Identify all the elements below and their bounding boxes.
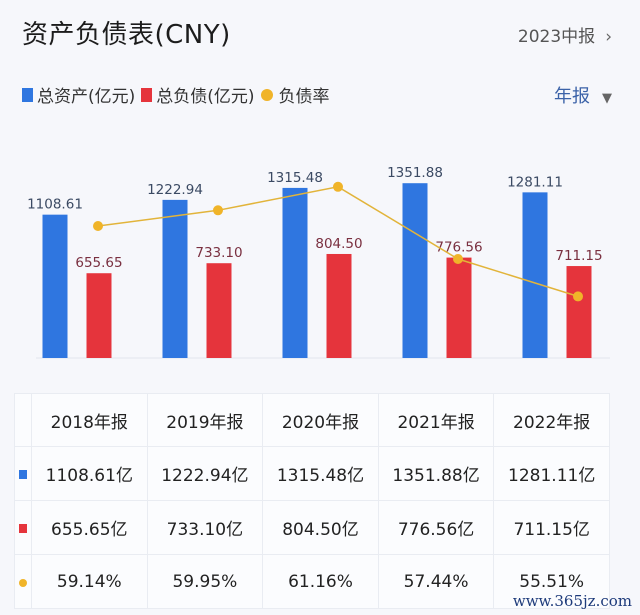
data-label: 1315.48	[267, 170, 323, 186]
data-label: 776.56	[435, 240, 482, 256]
period-select[interactable]: 年报 ▼	[554, 82, 612, 108]
table-cell: 61.16%	[262, 554, 379, 609]
chart-legend: 总资产(亿元) 总负债(亿元) 负债率	[22, 82, 336, 107]
legend-item-debt-ratio: 负债率	[260, 82, 330, 107]
table-header: 2022年报	[493, 393, 610, 447]
red-square-icon	[19, 523, 27, 533]
table-cell: 733.10亿	[146, 500, 264, 555]
table-cell: 1281.11亿	[493, 446, 610, 501]
blue-square-icon	[19, 469, 27, 479]
data-label: 1222.94	[147, 182, 203, 198]
row-marker	[14, 446, 32, 501]
period-select-value: 年报	[554, 86, 590, 107]
table-cell: 55.51%	[493, 554, 610, 609]
table-cell: 1351.88亿	[377, 446, 495, 501]
debt-ratio-point	[573, 291, 583, 302]
data-label: 655.65	[75, 255, 122, 271]
table-row-total-liabilities: 655.65亿 733.10亿 804.50亿 776.56亿 711.15亿	[14, 500, 610, 555]
row-marker	[14, 500, 32, 555]
page-title: 资产负债表(CNY)	[22, 20, 231, 50]
table-cell: 711.15亿	[493, 500, 610, 555]
period-link-label: 2023中报	[517, 27, 596, 47]
bar-total-liabilities	[86, 273, 112, 358]
legend-label: 总负债(亿元)	[156, 87, 255, 107]
balance-sheet-chart: 1108.61 1222.94 1315.48 1351.88 1281.11 655.6…	[27, 165, 610, 359]
bar-total-assets	[522, 192, 548, 358]
table-cell: 59.95%	[146, 554, 264, 609]
data-table: 2018年报 2019年报 2020年报 2021年报 2022年报 1108.…	[14, 393, 610, 609]
data-label: 1281.11	[507, 174, 563, 190]
bar-total-liabilities	[326, 253, 352, 358]
row-marker	[14, 554, 32, 609]
legend-dot-yellow-icon	[260, 88, 273, 101]
bar-total-liabilities	[446, 257, 472, 358]
table-cell: 776.56亿	[377, 500, 495, 555]
bar-total-assets	[282, 187, 308, 358]
legend-item-total-assets: 总资产(亿元)	[22, 82, 135, 107]
debt-ratio-point	[333, 181, 343, 192]
debt-ratio-point	[453, 253, 463, 264]
legend-label: 总资产(亿元)	[37, 87, 136, 107]
table-header: 2021年报	[377, 393, 495, 447]
bar-total-liabilities	[206, 263, 232, 358]
bar-total-liabilities	[566, 266, 592, 358]
legend-label: 负债率	[278, 87, 330, 107]
bar-total-assets	[402, 183, 428, 358]
legend-square-blue-icon	[22, 87, 33, 102]
table-cell: 59.14%	[31, 554, 148, 609]
table-cell: 57.44%	[377, 554, 495, 609]
table-cell: 1108.61亿	[31, 446, 148, 501]
table-cell: 1315.48亿	[262, 446, 379, 501]
table-corner	[14, 393, 32, 447]
legend-item-total-liabilities: 总负债(亿元)	[141, 82, 255, 107]
table-header-row: 2018年报 2019年报 2020年报 2021年报 2022年报	[14, 393, 610, 447]
data-label: 711.15	[555, 248, 602, 264]
chevron-right-icon: ›	[605, 27, 612, 47]
bar-total-assets	[162, 199, 188, 358]
table-cell: 655.65亿	[31, 500, 148, 555]
table-header: 2020年报	[262, 393, 379, 447]
data-label: 804.50	[315, 236, 362, 252]
table-header: 2019年报	[146, 393, 264, 447]
table-cell: 1222.94亿	[146, 446, 264, 501]
data-label: 733.10	[195, 245, 242, 261]
data-label: 1108.61	[27, 197, 83, 213]
legend-square-red-icon	[141, 87, 153, 102]
yellow-dot-icon	[19, 578, 27, 587]
period-link[interactable]: 2023中报 ›	[518, 22, 612, 47]
watermark: www.365jz.com	[512, 592, 632, 610]
table-row-total-assets: 1108.61亿 1222.94亿 1315.48亿 1351.88亿 1281…	[14, 446, 610, 501]
table-header: 2018年报	[31, 393, 148, 447]
table-row-debt-ratio: 59.14% 59.95% 61.16% 57.44% 55.51%	[14, 554, 610, 609]
bar-total-assets	[42, 214, 68, 358]
debt-ratio-point	[213, 205, 223, 216]
table-cell: 804.50亿	[262, 500, 379, 555]
debt-ratio-point	[93, 221, 103, 231]
caret-down-icon: ▼	[602, 91, 612, 106]
data-label: 1351.88	[387, 165, 443, 181]
